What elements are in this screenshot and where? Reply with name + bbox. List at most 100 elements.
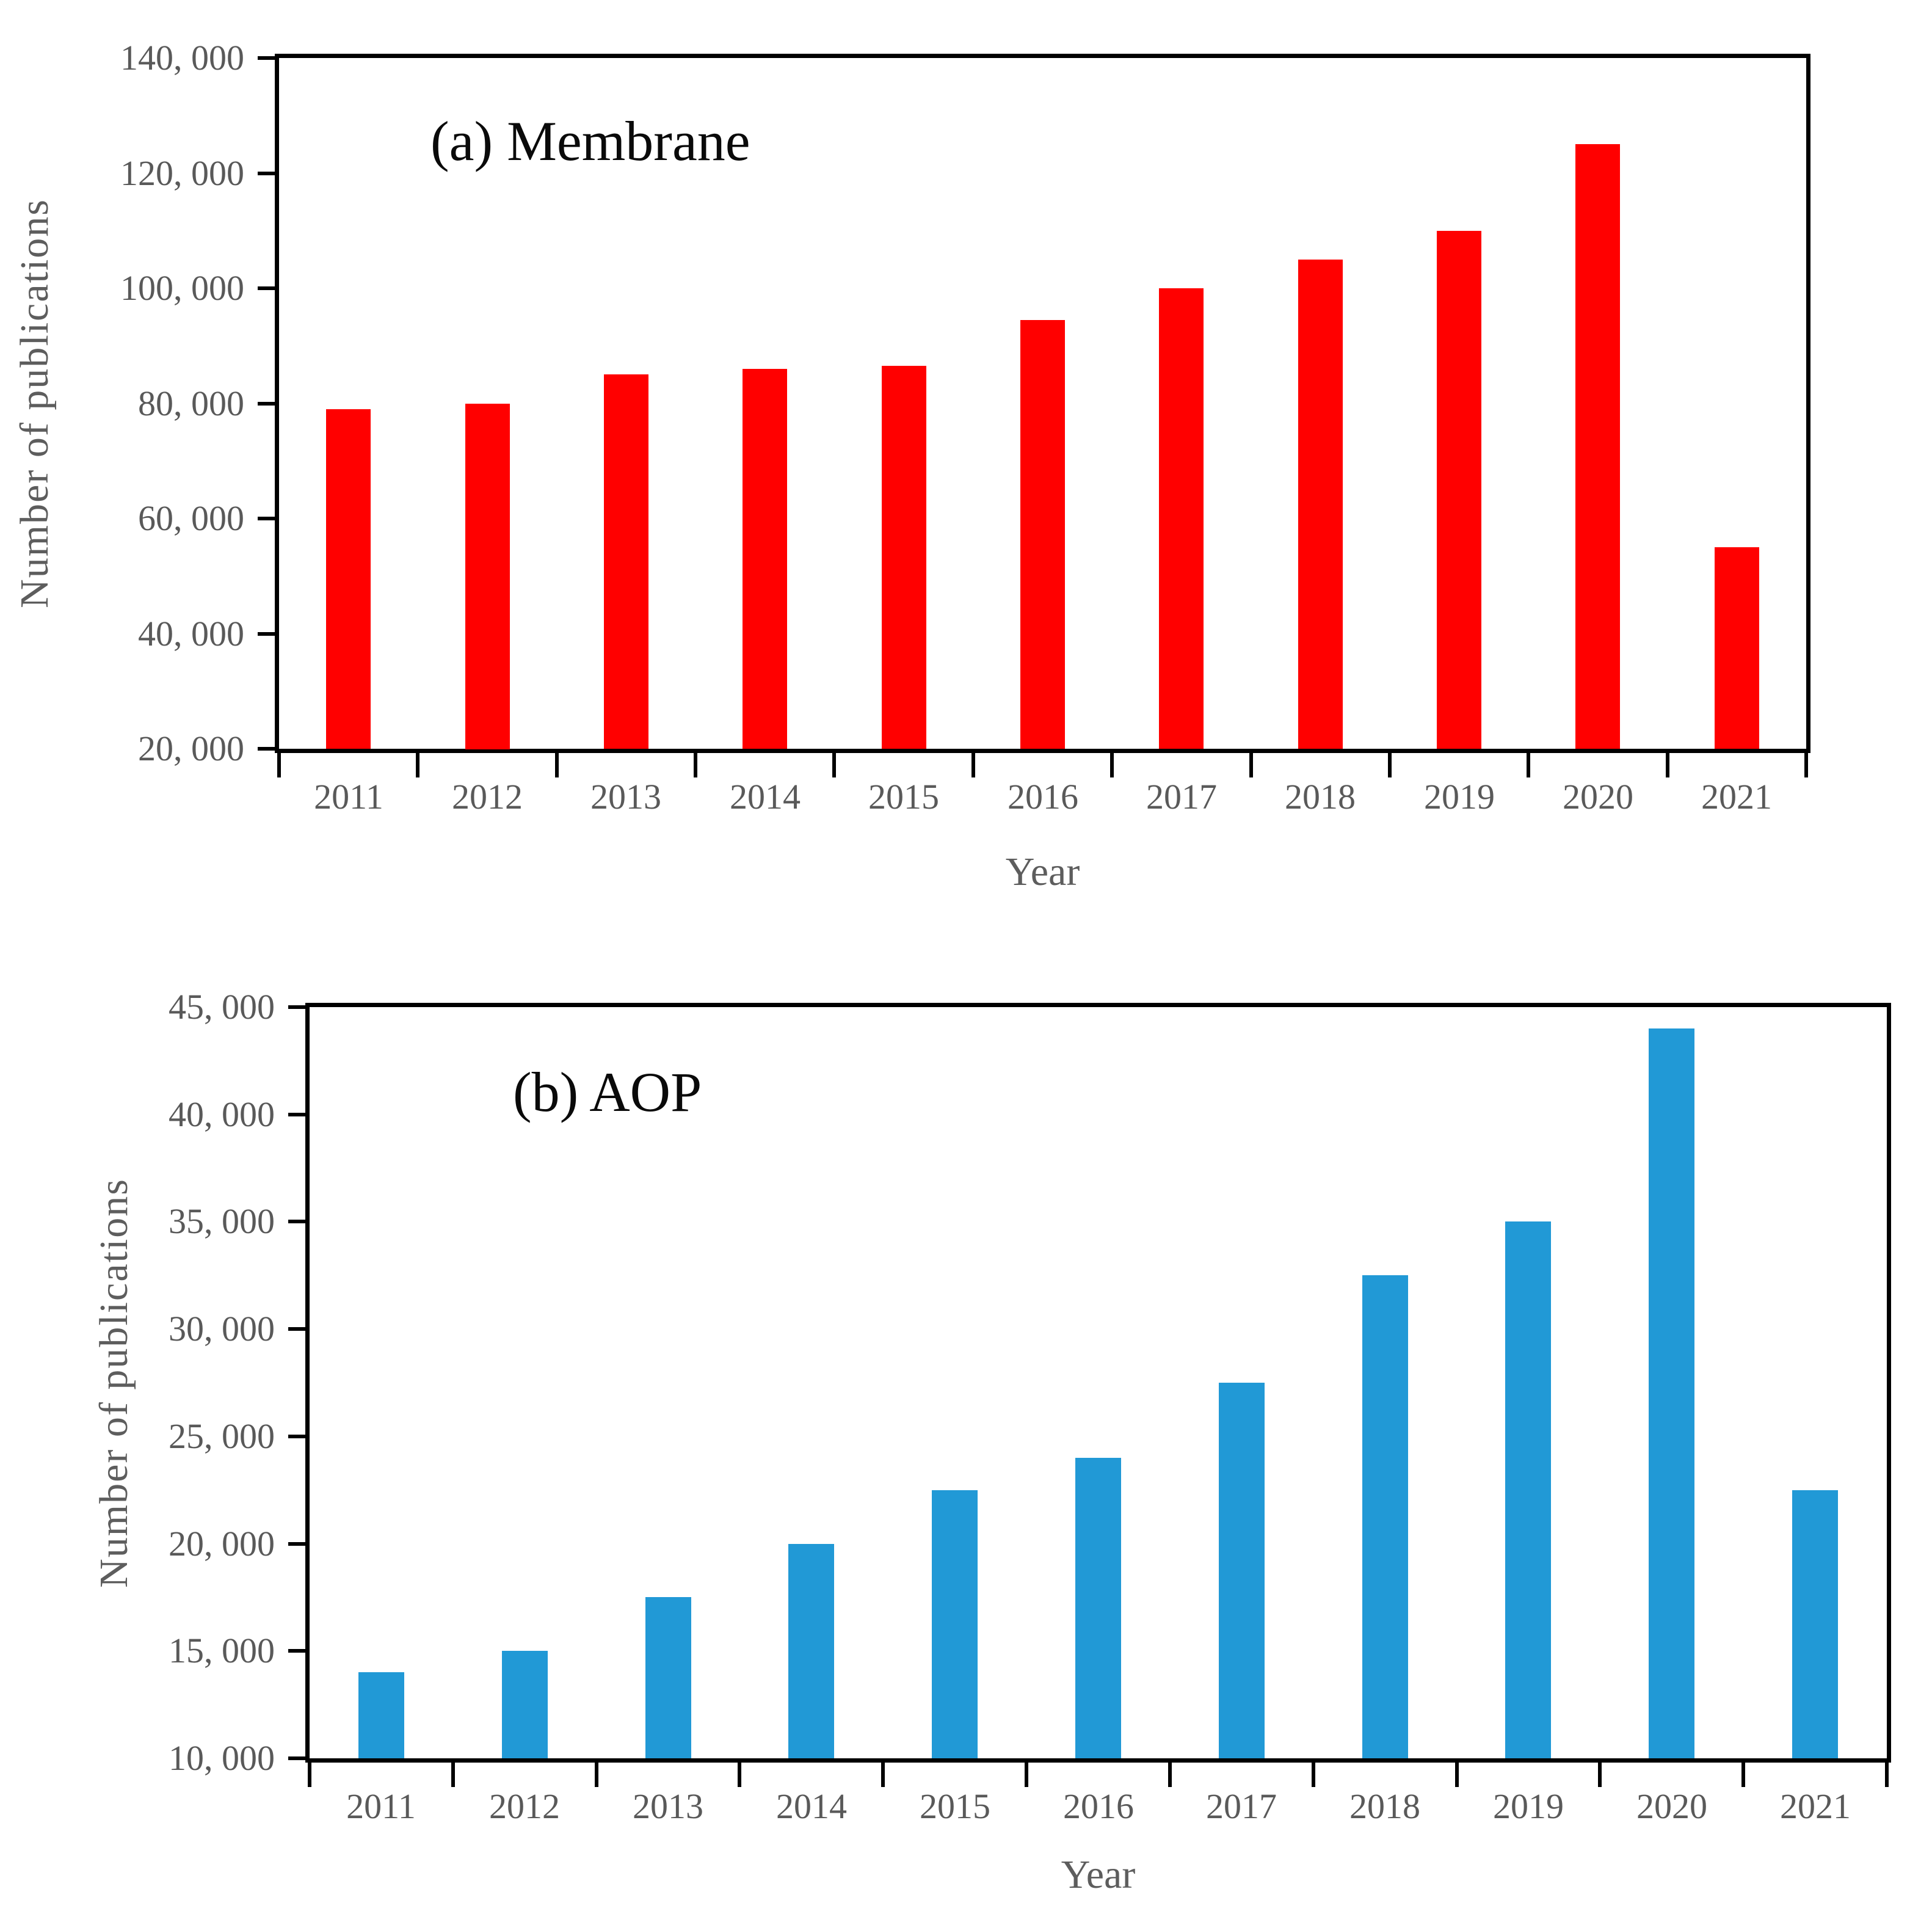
y-axis-tick bbox=[258, 56, 275, 60]
x-axis-tick-label: 2020 bbox=[1636, 1786, 1707, 1826]
y-axis-tick-label: 80, 000 bbox=[138, 383, 244, 423]
y-axis-tick-label: 100, 000 bbox=[120, 268, 244, 308]
x-axis-tick-label: 2016 bbox=[1008, 777, 1078, 817]
bar-2011 bbox=[326, 409, 371, 749]
x-axis-tick-label: 2015 bbox=[920, 1786, 990, 1826]
x-axis-tick bbox=[1804, 753, 1808, 777]
x-axis-tick bbox=[1741, 1763, 1746, 1787]
x-axis-tick-label: 2016 bbox=[1063, 1786, 1134, 1826]
bar-2017 bbox=[1159, 288, 1204, 749]
x-axis-tick bbox=[1168, 1763, 1172, 1787]
bar-2011 bbox=[358, 1672, 404, 1758]
y-axis-tick bbox=[258, 401, 275, 406]
x-axis-tick-label: 2014 bbox=[730, 777, 801, 817]
x-axis-tick-label: 2012 bbox=[489, 1786, 560, 1826]
x-axis-tick bbox=[971, 753, 975, 777]
bar-2018 bbox=[1362, 1275, 1408, 1758]
x-axis-tick-label: 2011 bbox=[346, 1786, 416, 1826]
bar-2016 bbox=[1020, 320, 1065, 749]
x-axis-tick bbox=[416, 753, 420, 777]
bar-2019 bbox=[1437, 231, 1481, 749]
x-axis-tick bbox=[1025, 1763, 1029, 1787]
x-axis-tick-label: 2018 bbox=[1349, 1786, 1420, 1826]
y-axis-tick-label: 40, 000 bbox=[138, 613, 244, 653]
bar-2012 bbox=[502, 1651, 548, 1758]
x-axis-tick bbox=[1885, 1763, 1889, 1787]
y-axis-tick bbox=[288, 1327, 305, 1331]
bar-2016 bbox=[1075, 1458, 1121, 1758]
bar-2013 bbox=[604, 374, 648, 749]
x-axis-tick-label: 2018 bbox=[1285, 777, 1356, 817]
y-axis-tick bbox=[258, 286, 275, 290]
x-axis-tick-label: 2017 bbox=[1146, 777, 1217, 817]
y-axis-tick bbox=[288, 1434, 305, 1438]
y-axis-tick bbox=[288, 1112, 305, 1116]
y-axis-tick-label: 10, 000 bbox=[169, 1738, 275, 1778]
x-axis-tick-label: 2019 bbox=[1493, 1786, 1564, 1826]
x-axis-tick bbox=[738, 1763, 742, 1787]
y-axis-tick bbox=[288, 1542, 305, 1546]
y-axis-tick-label: 20, 000 bbox=[169, 1523, 275, 1563]
y-axis-tick bbox=[288, 1220, 305, 1224]
y-axis-tick bbox=[288, 1005, 305, 1009]
bar-2017 bbox=[1219, 1383, 1265, 1758]
y-axis-tick-label: 45, 000 bbox=[169, 987, 275, 1027]
bar-2021 bbox=[1715, 547, 1759, 749]
x-axis-tick-label: 2020 bbox=[1563, 777, 1633, 817]
chart-panel-a: (a) Membrane Number of publications Year… bbox=[12, 38, 1810, 894]
y-axis-tick-label: 40, 000 bbox=[169, 1094, 275, 1134]
x-axis-tick bbox=[594, 1763, 598, 1787]
x-axis-tick bbox=[451, 1763, 455, 1787]
x-axis-tick-label: 2014 bbox=[776, 1786, 847, 1826]
x-axis-tick-label: 2011 bbox=[314, 777, 383, 817]
bar-2018 bbox=[1298, 260, 1343, 749]
x-axis-tick bbox=[832, 753, 837, 777]
x-axis-tick bbox=[694, 753, 698, 777]
bar-2014 bbox=[788, 1544, 834, 1758]
x-axis-tick bbox=[277, 753, 281, 777]
x-axis-tick bbox=[1249, 753, 1253, 777]
x-axis-tick-label: 2021 bbox=[1701, 777, 1772, 817]
x-axis-tick bbox=[554, 753, 559, 777]
chart-title-a: (a) Membrane bbox=[430, 110, 750, 172]
y-axis-tick-label: 25, 000 bbox=[169, 1416, 275, 1456]
x-axis-tick bbox=[1598, 1763, 1602, 1787]
y-axis-tick bbox=[258, 171, 275, 175]
y-axis-tick-label: 120, 000 bbox=[120, 153, 244, 193]
bar-2015 bbox=[882, 366, 926, 749]
x-axis-tick bbox=[1454, 1763, 1459, 1787]
x-axis-title-a: Year bbox=[1005, 850, 1080, 894]
bar-2013 bbox=[645, 1597, 691, 1758]
bar-2019 bbox=[1505, 1221, 1551, 1758]
x-axis-tick bbox=[1110, 753, 1114, 777]
y-axis-tick-label: 35, 000 bbox=[169, 1201, 275, 1242]
x-axis-tick bbox=[1527, 753, 1531, 777]
x-axis-tick-label: 2019 bbox=[1424, 777, 1495, 817]
y-axis-tick-label: 30, 000 bbox=[169, 1309, 275, 1349]
x-axis-title-b: Year bbox=[1061, 1852, 1136, 1897]
bar-2015 bbox=[932, 1490, 978, 1758]
x-axis-tick-label: 2021 bbox=[1780, 1786, 1851, 1826]
x-axis-tick bbox=[1387, 753, 1392, 777]
x-axis-tick-label: 2015 bbox=[868, 777, 939, 817]
y-axis-tick bbox=[288, 1756, 305, 1760]
chart-panel-b: (b) AOP Number of publications Year 10, … bbox=[0, 959, 1932, 1911]
bar-2014 bbox=[743, 369, 787, 749]
y-axis-tick-label: 15, 000 bbox=[169, 1631, 275, 1671]
y-axis-tick bbox=[258, 632, 275, 636]
y-axis-tick-label: 60, 000 bbox=[138, 498, 244, 538]
x-axis-tick bbox=[1665, 753, 1669, 777]
x-axis-tick bbox=[1311, 1763, 1315, 1787]
x-axis-tick-label: 2013 bbox=[633, 1786, 703, 1826]
bar-2020 bbox=[1575, 144, 1620, 749]
x-axis-tick-label: 2013 bbox=[590, 777, 661, 817]
y-axis-tick-label: 20, 000 bbox=[138, 729, 244, 768]
x-axis-tick-label: 2012 bbox=[452, 777, 523, 817]
chart-title-b: (b) AOP bbox=[513, 1061, 702, 1123]
x-axis-tick bbox=[881, 1763, 885, 1787]
bar-2021 bbox=[1792, 1490, 1838, 1758]
y-axis-tick-label: 140, 000 bbox=[120, 38, 244, 78]
x-axis-tick bbox=[308, 1763, 311, 1787]
x-axis-tick-label: 2017 bbox=[1206, 1786, 1277, 1826]
bar-2012 bbox=[465, 404, 510, 749]
